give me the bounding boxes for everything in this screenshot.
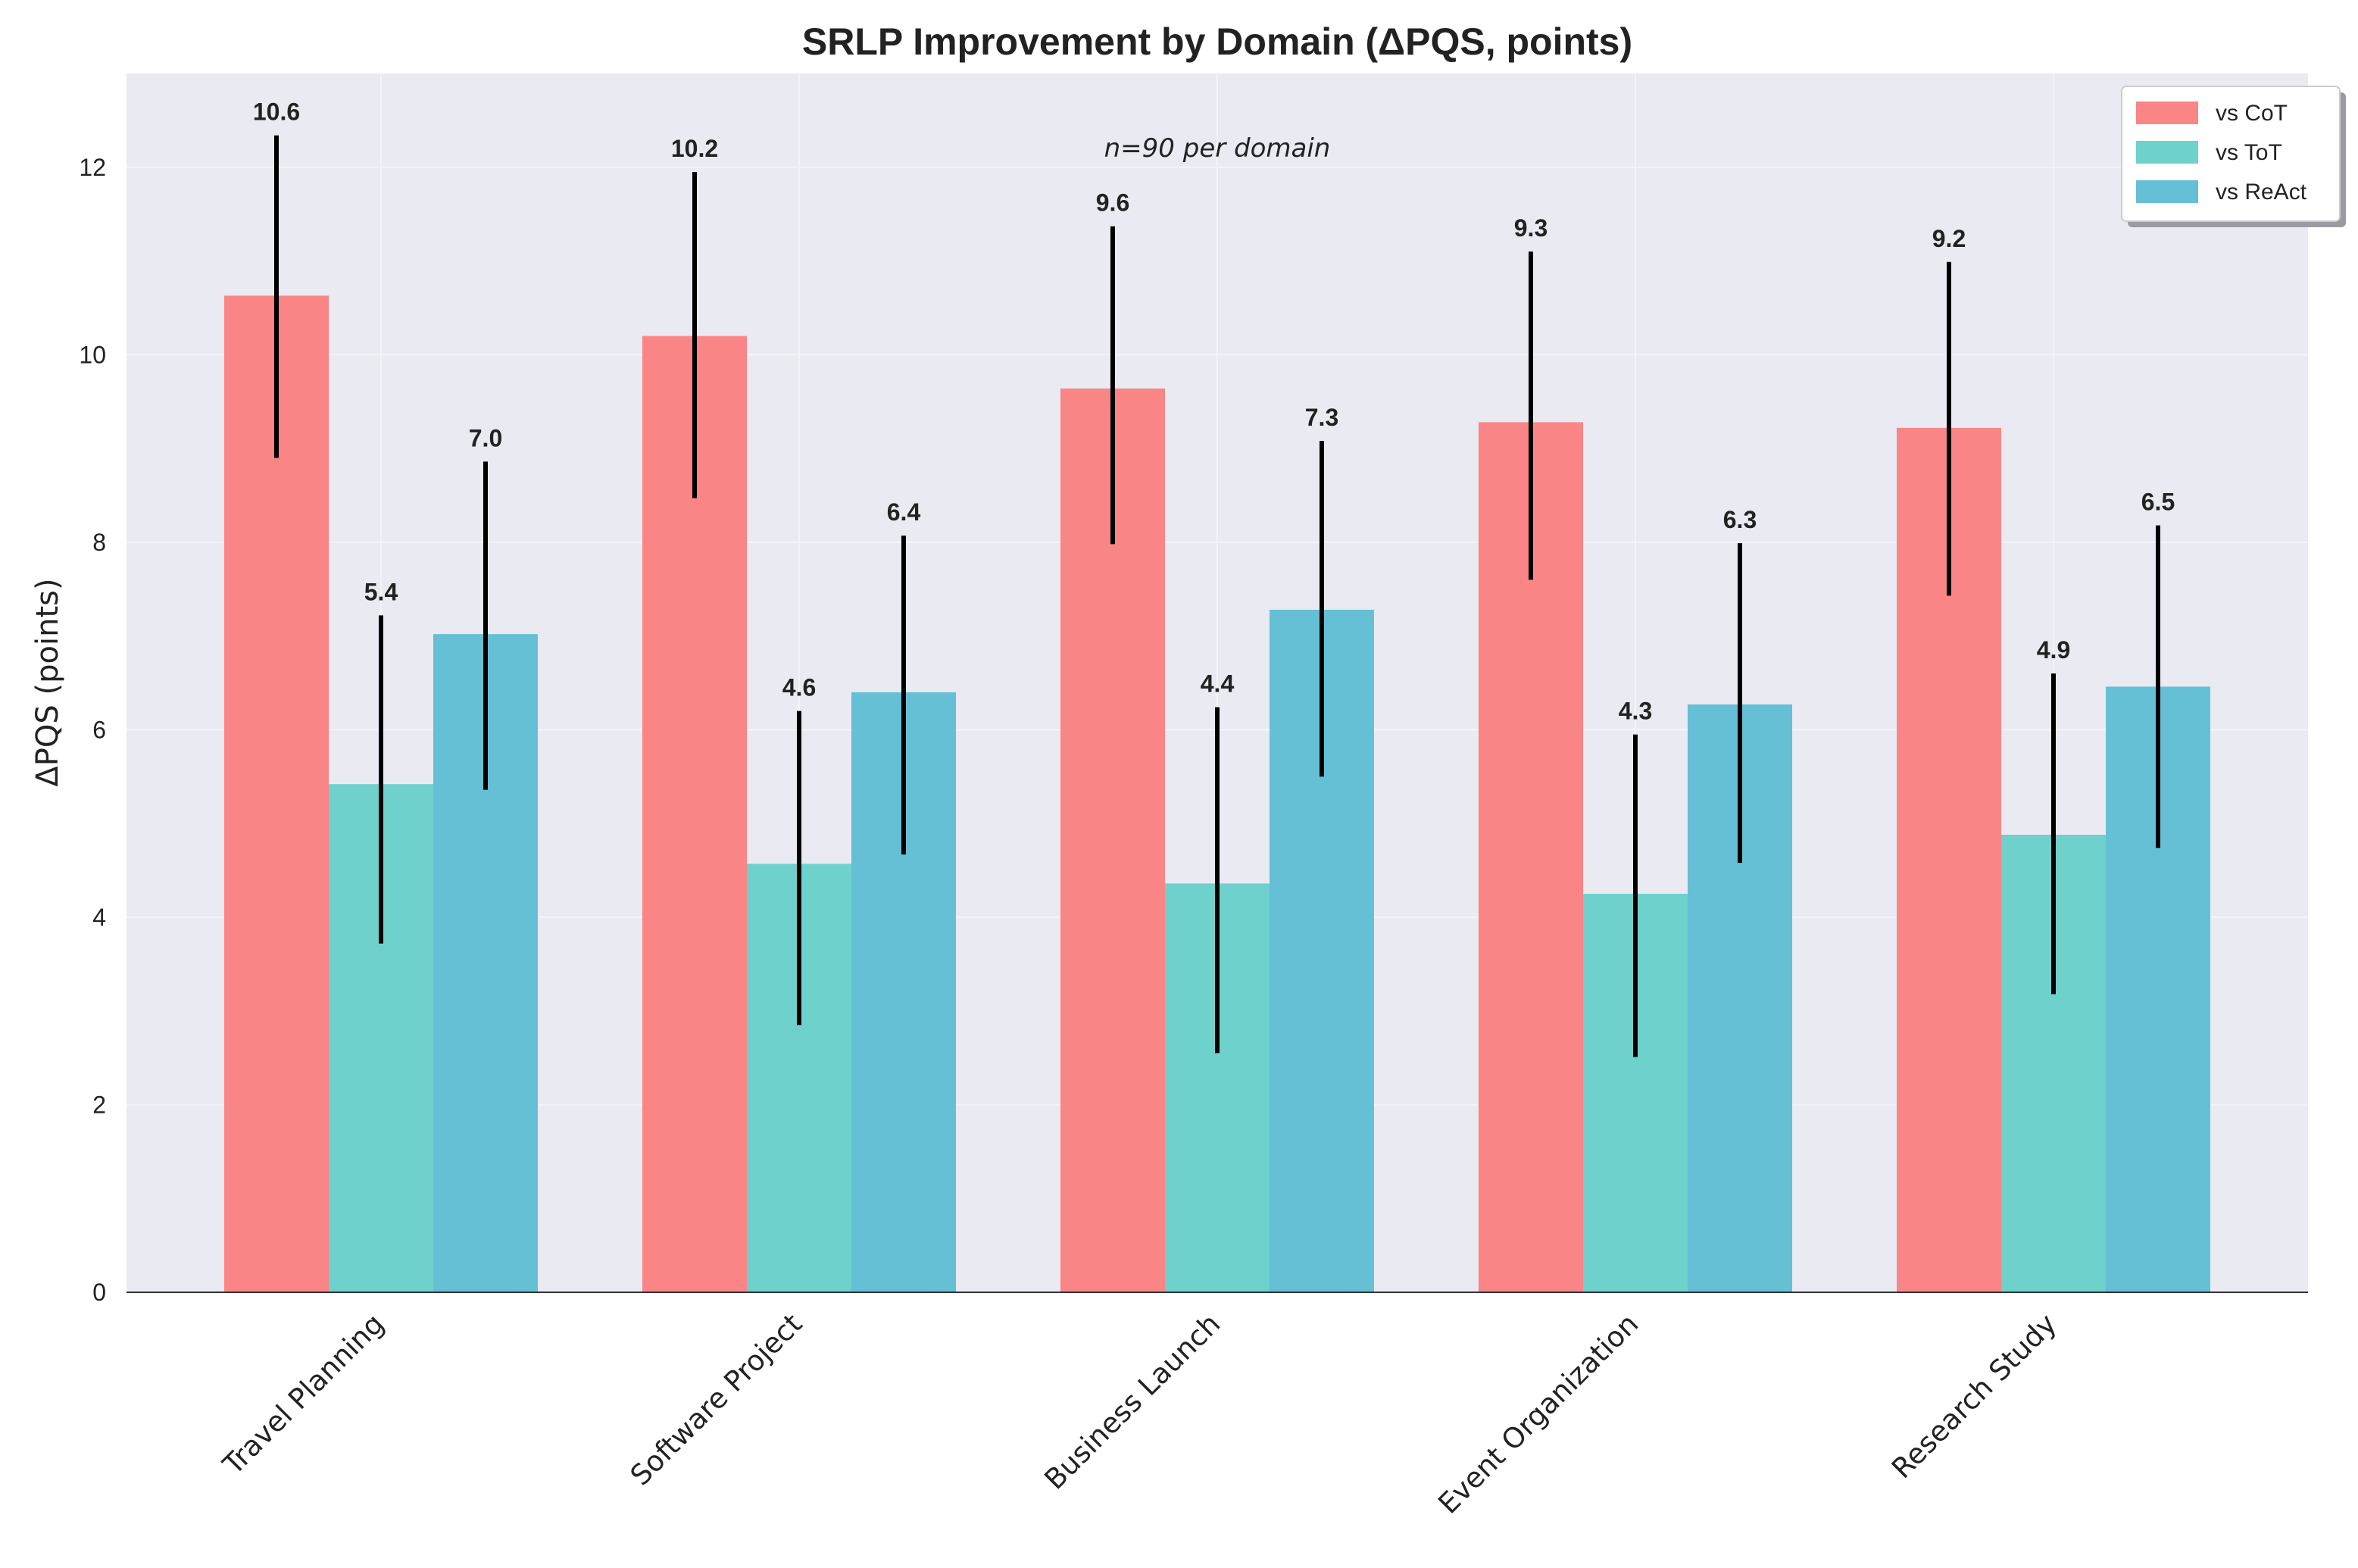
legend-label: vs ToT — [2216, 140, 2282, 165]
legend-swatch — [2136, 180, 2198, 203]
bar-value-label: 9.6 — [1096, 189, 1129, 217]
y-tick-label: 0 — [92, 1279, 106, 1306]
y-tick-label: 12 — [79, 154, 106, 181]
y-tick-label: 8 — [92, 529, 106, 556]
bar-value-label: 4.3 — [1619, 698, 1652, 725]
legend-label: vs ReAct — [2216, 180, 2307, 205]
chart-title: SRLP Improvement by Domain (ΔPQS, points… — [802, 20, 1632, 63]
y-tick-label: 6 — [92, 716, 106, 743]
bar-value-label: 5.4 — [364, 578, 398, 605]
y-tick-label: 4 — [92, 904, 106, 931]
y-tick-label: 2 — [92, 1091, 106, 1118]
bar-value-label: 7.3 — [1305, 404, 1338, 431]
bar-value-label: 4.6 — [782, 674, 816, 701]
bar-value-label: 7.0 — [469, 424, 502, 451]
bar-value-label: 9.2 — [1932, 225, 1966, 252]
sample-size-annotation: n=90 per domain — [1104, 133, 1331, 164]
legend-swatch — [2136, 141, 2198, 164]
legend: vs CoT vs ToT vs ReAct — [2121, 86, 2346, 227]
bar-value-label: 6.4 — [887, 498, 921, 526]
bar-value-label: 10.2 — [671, 135, 718, 162]
y-axis-label: ΔPQS (points) — [30, 578, 65, 786]
value-labels: 10.6 5.4 7.0 10.2 4.6 6.4 9.6 4.4 7.3 9.3 4.3 6.3 9.… — [253, 98, 2175, 725]
bar-value-label: 6.5 — [2141, 489, 2175, 516]
bar-value-label: 4.4 — [1201, 670, 1235, 698]
y-tick-labels: 0 2 4 6 8 10 12 — [79, 154, 106, 1306]
legend-label: vs CoT — [2216, 101, 2288, 126]
y-tick-label: 10 — [79, 341, 106, 368]
legend-swatch — [2136, 102, 2198, 124]
bar-value-label: 6.3 — [1723, 506, 1757, 533]
bar-value-label: 10.6 — [253, 98, 300, 126]
bar-value-label: 4.9 — [2037, 636, 2070, 664]
error-bars — [274, 135, 2160, 1057]
bar — [224, 295, 329, 1293]
bar-value-label: 9.3 — [1514, 214, 1548, 242]
